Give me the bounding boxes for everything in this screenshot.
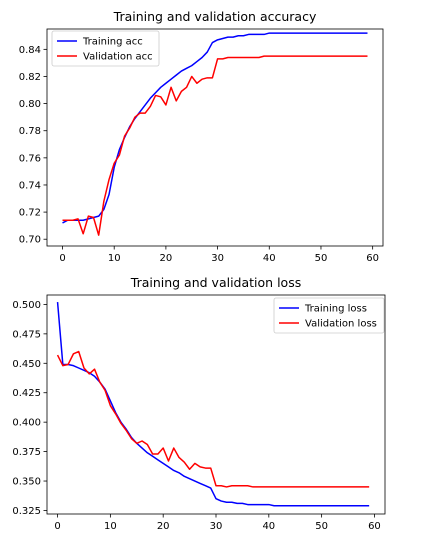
plot-frame [46, 28, 384, 247]
y-tick-label: 0.500 [12, 300, 41, 311]
x-tick-label: 60 [368, 521, 381, 532]
y-tick-label: 0.325 [12, 506, 41, 517]
y-tick-label: 0.475 [12, 329, 41, 340]
y-tick-label: 0.450 [12, 359, 41, 370]
series-line-training-loss [56, 301, 370, 507]
y-tick-label: 0.70 [19, 235, 41, 246]
legend-label: Validation acc [83, 52, 153, 63]
y-tick-label: 0.72 [19, 208, 41, 219]
y-tick-label: 0.350 [12, 477, 41, 488]
legend-box [273, 297, 385, 334]
x-tick-label: 10 [104, 521, 117, 532]
chart-1: Training and validation accuracy 0 10 20 30 4… [19, 9, 384, 264]
chart-title: Training and validation accuracy [113, 9, 317, 24]
y-tick-label: 0.74 [19, 180, 41, 191]
x-tick-label: 30 [211, 253, 224, 264]
y-tick-label: 0.82 [19, 72, 41, 83]
x-tick-label: 30 [210, 521, 223, 532]
x-tick-label: 50 [315, 253, 328, 264]
x-tick-label: 20 [157, 521, 170, 532]
y-tick-label: 0.80 [19, 99, 41, 110]
chart-2: Training and validation loss 0 10 20 30 40 50 6… [12, 275, 386, 532]
legend-label: Training acc [82, 37, 143, 48]
chart-title: Training and validation loss [130, 275, 301, 290]
x-tick-label: 40 [263, 253, 276, 264]
y-tick-label: 0.425 [12, 388, 41, 399]
legend-label: Training loss [304, 304, 367, 315]
x-tick-label: 0 [59, 253, 65, 264]
x-tick-label: 10 [108, 253, 121, 264]
x-tick-label: 40 [262, 521, 275, 532]
legend: Training acc Validation acc [51, 30, 160, 67]
y-tick-label: 0.78 [19, 126, 41, 137]
x-tick-label: 20 [160, 253, 173, 264]
y-tick-label: 0.375 [12, 447, 41, 458]
series-line-validation-acc [62, 55, 368, 236]
series-line-validation-loss [56, 350, 370, 488]
series-line-training-acc [62, 32, 368, 224]
y-tick-label: 0.84 [19, 45, 41, 56]
y-tick-label: 0.76 [19, 153, 41, 164]
x-tick-label: 60 [366, 253, 379, 264]
legend: Training loss Validation loss [273, 297, 385, 334]
x-tick-label: 50 [315, 521, 328, 532]
x-tick-label: 0 [54, 521, 60, 532]
legend-box [51, 30, 160, 67]
y-tick-label: 0.400 [12, 418, 41, 429]
legend-label: Validation loss [305, 319, 377, 330]
